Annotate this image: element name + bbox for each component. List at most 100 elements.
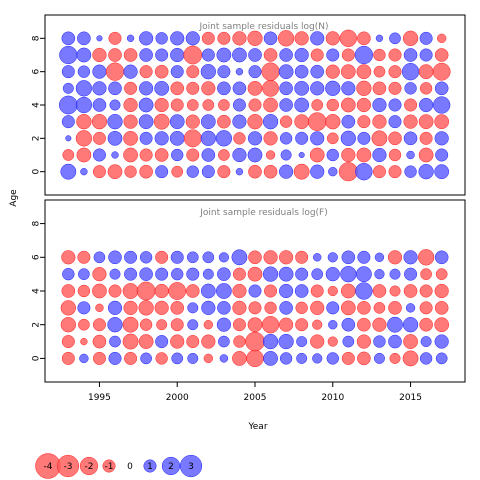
bubble-top-age7-2015: [403, 48, 418, 62]
bubble-bottom-age2-1993: [60, 317, 76, 333]
panel-bottom-y-axis: 0 2 4 6 8: [32, 220, 45, 361]
bubble-top-age5-2001: [186, 81, 200, 95]
bubble-bottom-age6-2008: [295, 250, 309, 264]
legend-bubble-1: [143, 459, 157, 473]
x-axis-title: Year: [247, 422, 267, 432]
y-tick-label-top-0: 0: [32, 169, 42, 175]
bubble-bottom-age1-2014: [388, 334, 402, 349]
bubble-bottom-age5-2006: [262, 266, 279, 282]
legend-label--3: -3: [64, 462, 73, 472]
bubble-bottom-age5-2014: [389, 268, 401, 280]
bubble-top-age0-2004: [235, 168, 244, 176]
bubble-bottom-age5-2012: [356, 266, 372, 283]
bubble-top-age7-1995: [92, 47, 107, 63]
bubble-bottom-age3-2011: [340, 300, 356, 316]
bubble-bottom-age4-2015: [403, 284, 418, 298]
bubble-bottom-age1-2015: [403, 334, 418, 349]
bubble-bottom-age6-2017: [434, 250, 449, 265]
bubble-top-age5-2004: [232, 81, 247, 96]
bubble-bottom-age3-2015: [405, 303, 416, 313]
bubble-bottom-age3-2007: [279, 301, 293, 315]
legend-label-1: 1: [147, 462, 153, 472]
bubble-bottom-age1-1993: [61, 335, 75, 349]
bubble-bottom-age3-1995: [95, 303, 104, 313]
bubble-top-age3-1995: [91, 114, 108, 130]
bubble-bottom-age2-2013: [372, 317, 387, 332]
bubble-bottom-age0-1995: [92, 351, 106, 365]
y-tick-label-bottom-4: 4: [32, 288, 42, 294]
bubble-bottom-age5-2017: [435, 268, 448, 280]
x-axis: 1995 2000 2005 2010 2015: [88, 382, 422, 403]
bubble-top-age6-1994: [77, 65, 91, 78]
bubble-top-age3-2000: [169, 114, 185, 130]
legend-label--2: -2: [85, 462, 94, 472]
bubble-top-age6-2003: [217, 65, 231, 79]
bubble-top-age8-2009: [310, 31, 325, 46]
bubble-top-age8-2000: [170, 31, 185, 46]
bubble-bottom-age4-2006: [264, 284, 278, 298]
bubble-bottom-age4-1997: [122, 283, 139, 299]
y-tick-label-bottom-6: 6: [32, 254, 42, 260]
bubble-top-age6-2015: [401, 63, 420, 81]
bubble-bottom-age6-2014: [387, 250, 403, 265]
y-tick-label-top-4: 4: [32, 102, 42, 108]
bubble-top-age0-2014: [388, 165, 402, 179]
bubble-top-age4-2007: [279, 98, 293, 112]
bubble-bottom-age0-2013: [374, 352, 385, 364]
bubble-top-age6-2014: [388, 65, 402, 79]
bubble-top-age0-1995: [92, 165, 106, 179]
bubble-bottom-age5-2005: [247, 266, 263, 282]
bubble-top-age2-1997: [123, 130, 138, 146]
bubble-bottom-age0-2005: [246, 349, 264, 368]
bubble-top-age0-2017: [434, 164, 450, 180]
bubble-top-age7-2010: [326, 48, 340, 62]
bubble-top-age2-1999: [154, 131, 169, 146]
bubble-top-age6-2007: [278, 64, 294, 80]
bubble-top-age1-1998: [139, 148, 153, 162]
bubble-bottom-age1-2013: [373, 335, 386, 348]
bubble-bottom-age1-1998: [138, 334, 154, 349]
bubble-top-age2-2010: [326, 132, 339, 145]
bubble-top-age1-1993: [62, 149, 75, 161]
bubble-top-age4-2017: [433, 96, 451, 114]
bubble-top-age7-2016: [419, 48, 433, 62]
bubble-top-age4-1993: [59, 95, 78, 115]
bubble-bottom-age3-1998: [138, 300, 154, 316]
bubble-top-age2-2007: [279, 132, 293, 145]
bubble-top-age4-1994: [75, 96, 93, 114]
bubble-top-age5-2008: [294, 80, 310, 96]
panel-bottom-title: Joint sample residuals log(F): [199, 208, 327, 218]
bubble-bottom-age2-1995: [92, 318, 106, 332]
bubble-top-age5-1993: [62, 82, 74, 94]
bubble-bottom-age4-2013: [372, 284, 387, 298]
bubble-top-age3-1998: [138, 114, 154, 130]
bubble-bottom-age5-2013: [374, 269, 385, 280]
bubble-top-age7-2014: [388, 48, 402, 62]
bubble-top-age2-2004: [233, 132, 246, 145]
bubble-top-age0-2012: [355, 163, 373, 181]
bubble-top-age0-2000: [171, 165, 184, 178]
bubble-bottom-age2-2008: [295, 318, 309, 332]
bubble-top-age4-2009: [311, 99, 324, 111]
bubble-bottom-age6-2016: [417, 249, 435, 266]
bubble-bottom-age5-1999: [155, 267, 169, 281]
bubble-top-age6-1998: [139, 65, 153, 79]
bubble-bottom-age3-2016: [419, 301, 433, 315]
bubble-bottom-age4-1996: [108, 284, 122, 298]
bubble-bottom-age4-1999: [154, 283, 169, 299]
bubble-top-age6-1993: [61, 65, 75, 79]
bubble-bottom-age5-2008: [295, 267, 309, 281]
panel-bottom-bubbles: [60, 249, 450, 368]
bubble-top-age5-2017: [434, 81, 449, 96]
bubble-top-age6-2000: [170, 65, 184, 79]
bubble-bottom-age6-2002: [202, 251, 215, 264]
bubble-bottom-age1-1996: [109, 335, 121, 348]
bubble-top-age1-2010: [326, 148, 339, 162]
bubble-top-age0-2008: [293, 163, 310, 180]
bubble-top-age7-2012: [354, 45, 373, 65]
bubble-top-age8-1993: [61, 31, 76, 46]
bubble-bottom-age6-1994: [77, 250, 91, 264]
panel-top: Joint sample residuals log(N) 0 2 4 6 8: [32, 14, 466, 196]
bubble-top-age6-2013: [373, 65, 386, 78]
bubble-bottom-age4-2009: [310, 284, 324, 298]
